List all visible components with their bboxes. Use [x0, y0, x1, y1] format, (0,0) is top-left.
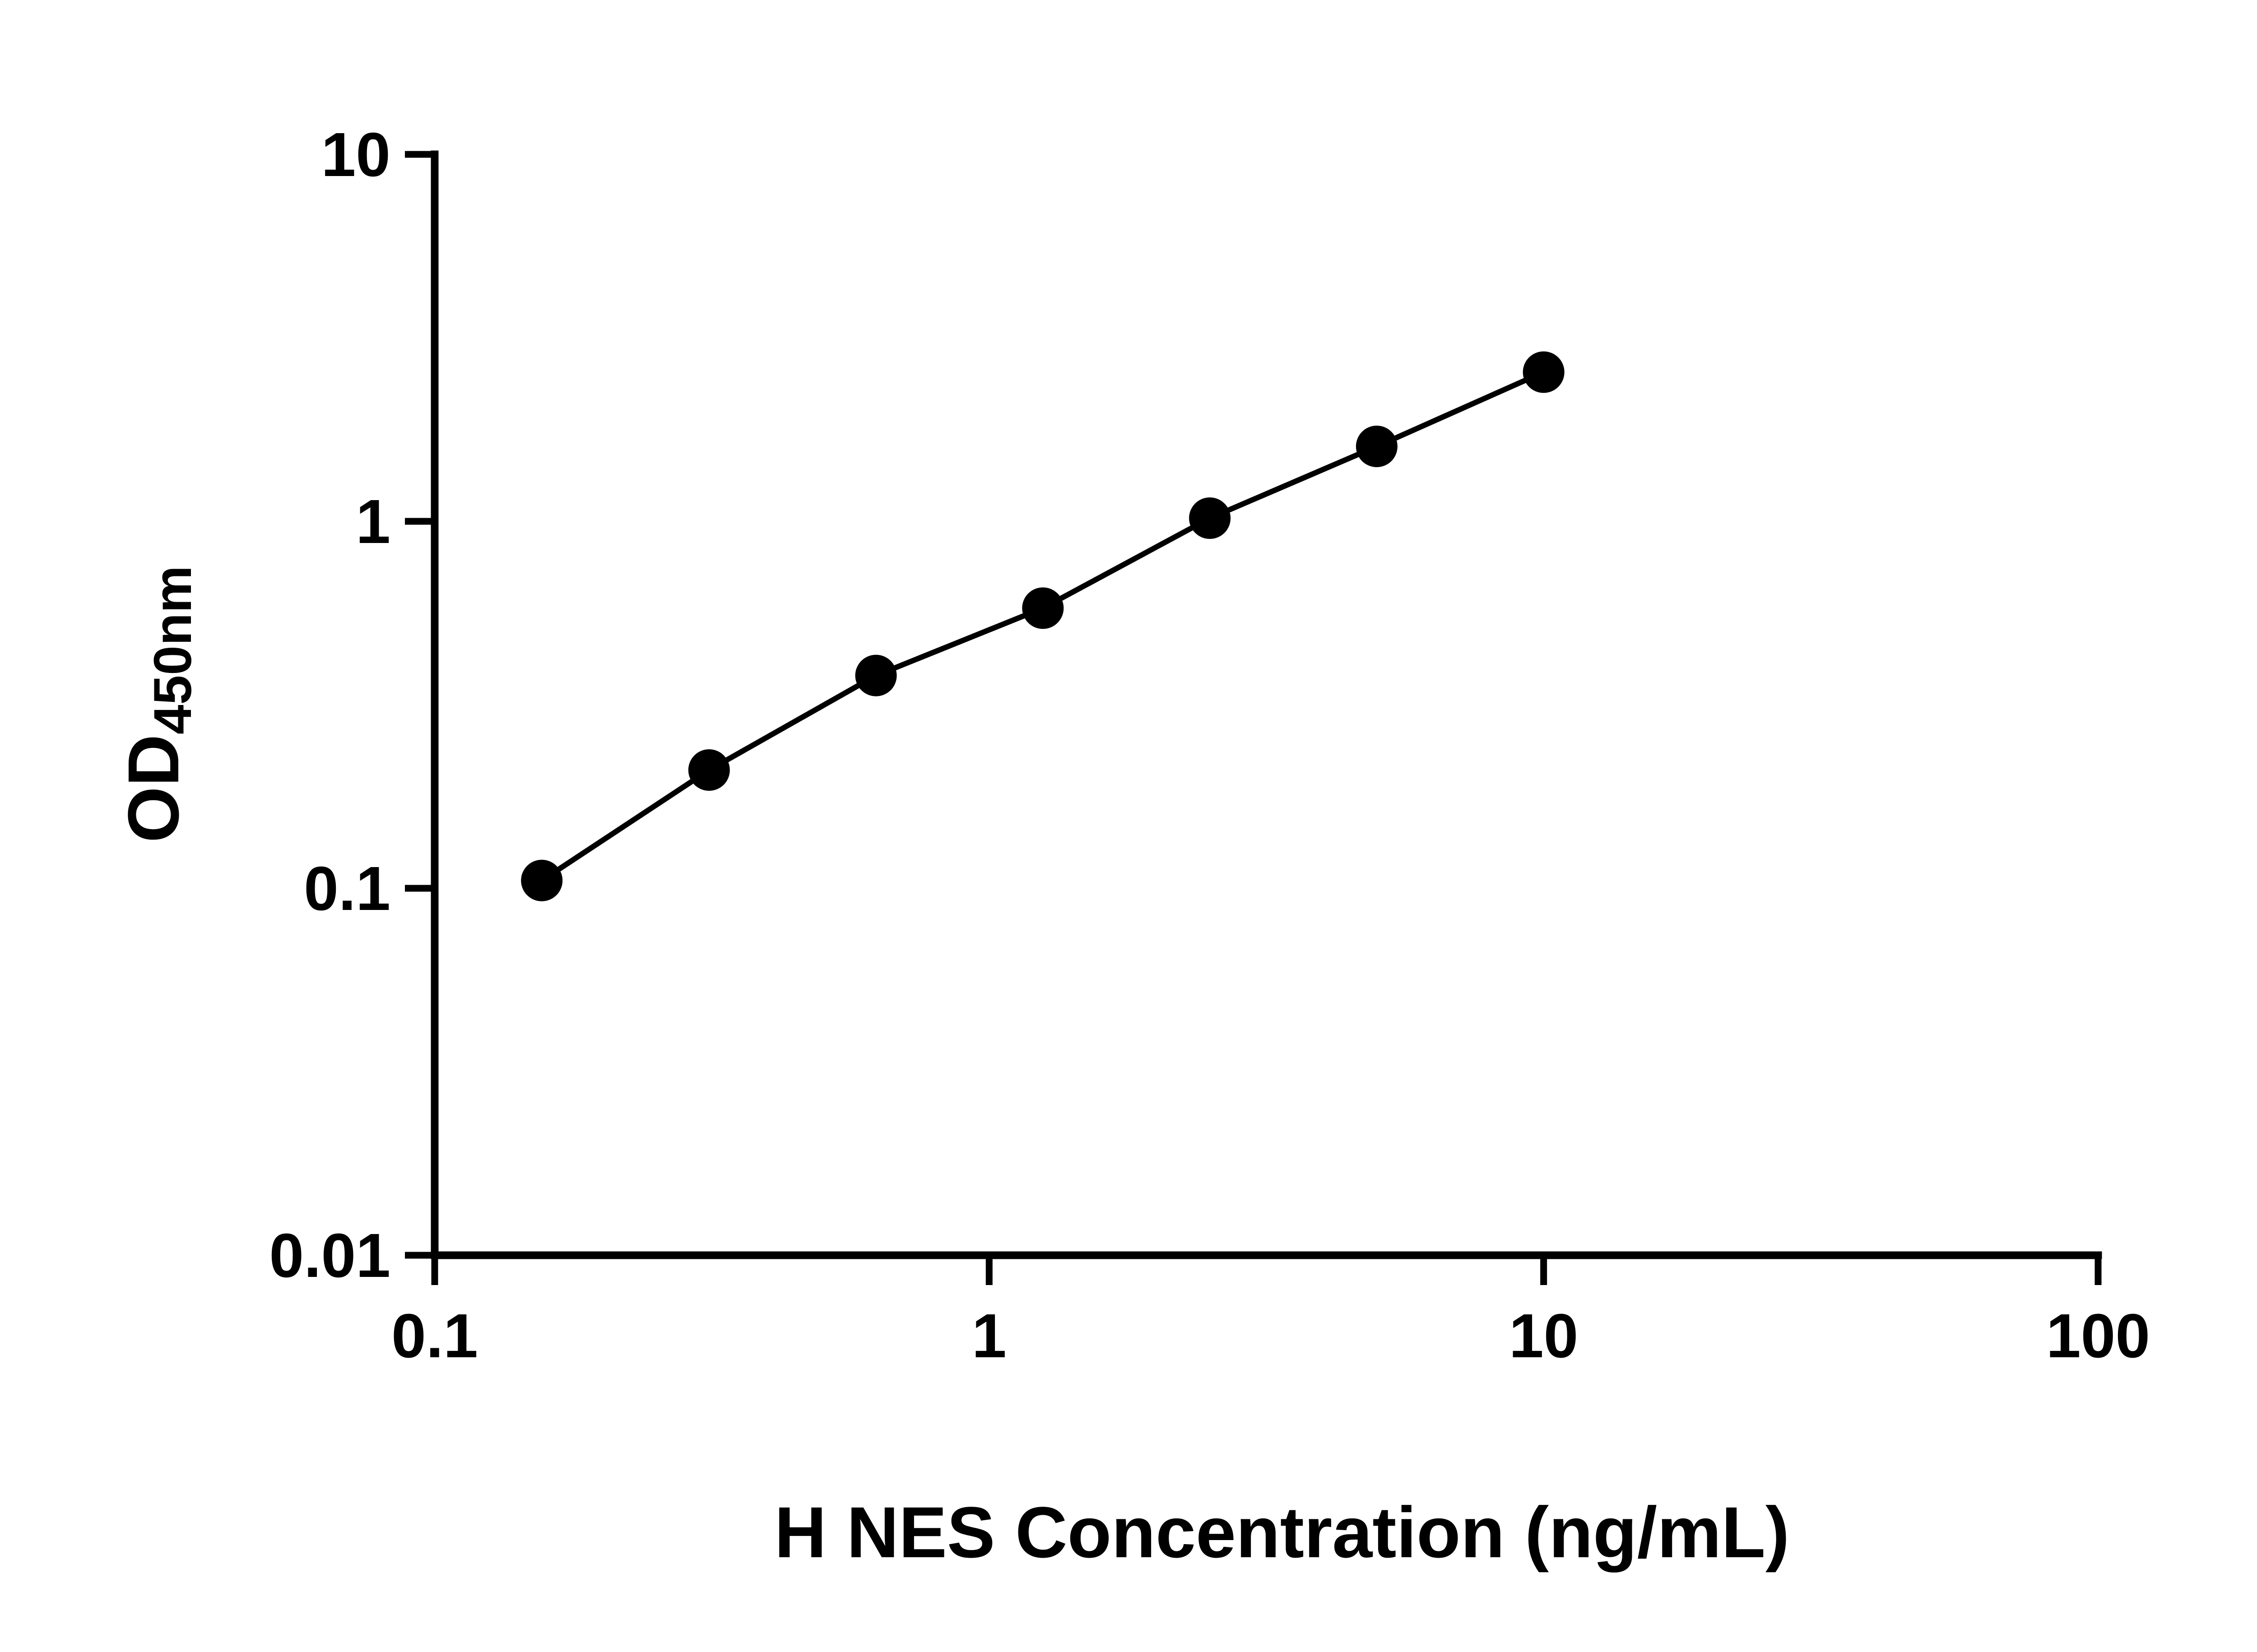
data-point [1523, 351, 1565, 393]
y-axis-title-main: OD [113, 734, 194, 843]
data-point [1189, 497, 1231, 539]
y-tick-label: 0.01 [269, 1221, 390, 1290]
x-tick-label: 1 [972, 1301, 1007, 1371]
x-tick-label: 10 [1509, 1301, 1579, 1371]
data-point [1356, 426, 1398, 468]
data-point [1022, 587, 1064, 629]
data-point [688, 749, 730, 791]
axes-layer [431, 150, 2102, 1259]
y-tick-label: 1 [356, 487, 390, 557]
x-axis-title: H NES Concentration (ng/mL) [775, 1492, 1790, 1573]
ticks-layer [405, 151, 2102, 1285]
y-tick-label: 10 [321, 120, 391, 190]
x-tick-label: 100 [2046, 1301, 2150, 1371]
y-axis-title: OD450nm [113, 566, 203, 843]
data-series-layer [521, 351, 1565, 901]
data-point [521, 859, 563, 901]
y-tick-label: 0.1 [304, 854, 390, 923]
y-axis-title-subscript: 450nm [143, 566, 203, 734]
data-point [855, 654, 897, 696]
x-tick-label: 0.1 [391, 1301, 478, 1371]
